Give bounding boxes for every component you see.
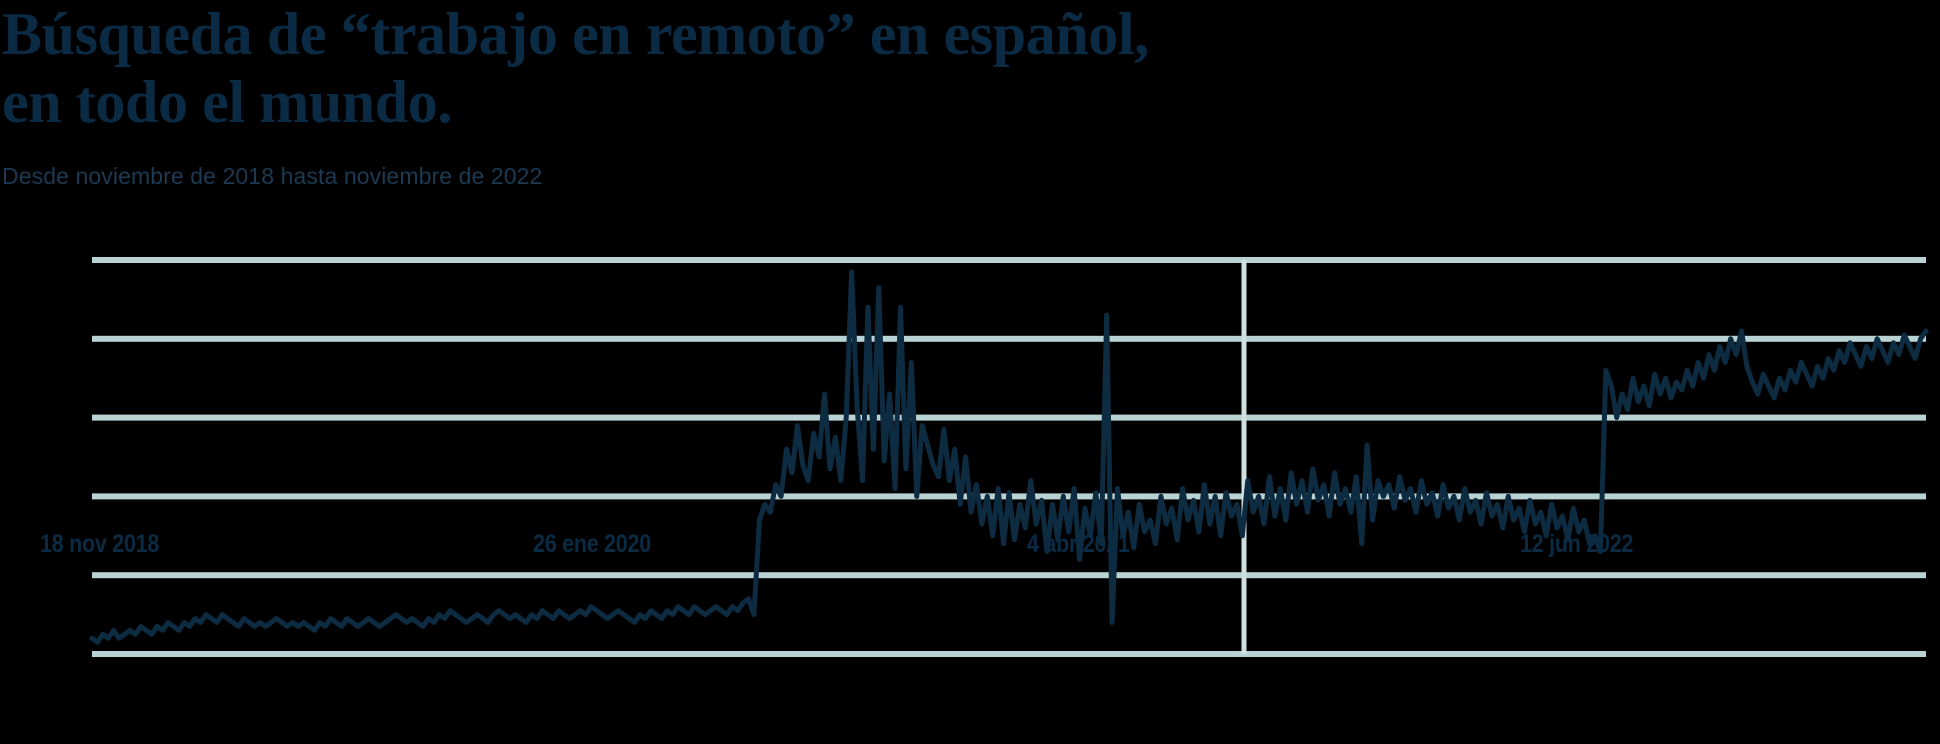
x-axis-tick-label: 12 jun 2022 xyxy=(1520,530,1634,558)
gridline xyxy=(92,257,1926,263)
chart-header: Búsqueda de “trabajo en remoto” en españ… xyxy=(0,0,1700,188)
page-title: Búsqueda de “trabajo en remoto” en españ… xyxy=(2,1,1149,136)
x-axis-tick-label: 26 ene 2020 xyxy=(533,530,651,558)
x-axis-tick-label: 18 nov 2018 xyxy=(40,530,160,558)
chart-svg xyxy=(89,257,1929,657)
series-group xyxy=(89,269,1929,645)
line-chart-plot xyxy=(0,232,1940,672)
chart-container: 18 nov 2018 26 ene 2020 4 abr 2021 12 jun 2… xyxy=(0,232,1940,744)
annotation-vertical-line xyxy=(1241,260,1247,654)
page-subtitle: Desde noviembre de 2018 hasta noviembre … xyxy=(2,162,543,189)
gridline xyxy=(92,335,1926,342)
gridline xyxy=(92,651,1926,657)
gridline xyxy=(92,414,1926,421)
marker-lines-group xyxy=(1241,260,1247,654)
x-axis-labels: 18 nov 2018 26 ene 2020 4 abr 2021 12 jun 2… xyxy=(0,532,1940,572)
gridlines-group xyxy=(92,257,1926,657)
x-axis-tick-label: 4 abr 2021 xyxy=(1027,530,1130,558)
gridline xyxy=(92,572,1926,579)
series-line-0 xyxy=(89,269,1929,645)
